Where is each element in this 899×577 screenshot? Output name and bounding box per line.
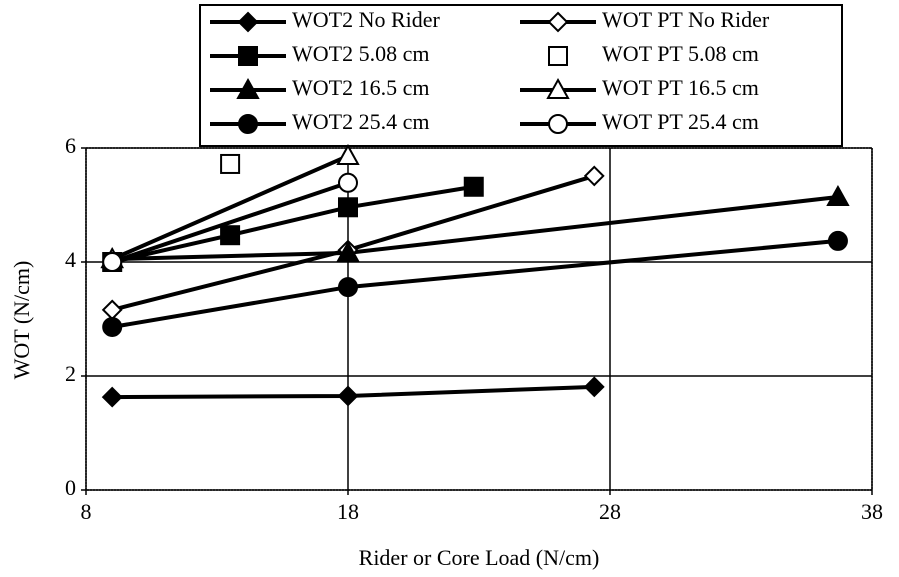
marker [338,277,358,298]
legend-label: WOT PT 25.4 cm [602,109,759,134]
marker [102,252,123,272]
marker [338,172,358,193]
legend-marker [548,114,568,134]
marker [463,176,484,197]
x-tick-label: 8 [81,499,92,524]
series-line [111,184,475,264]
x-tick-label: 38 [861,499,883,524]
legend-label: WOT2 25.4 cm [292,109,429,134]
x-tick-label: 18 [337,499,359,524]
marker [220,225,241,246]
legend-marker [238,114,258,134]
marker [338,197,358,218]
y-tick-label: 0 [65,475,76,500]
marker [337,385,359,407]
marker [583,376,605,398]
marker [336,240,360,262]
marker [336,143,360,165]
legend-label: WOT2 16.5 cm [292,75,429,100]
plot-area [85,147,873,491]
legend-label: WOT PT 16.5 cm [602,75,759,100]
y-tick-label: 2 [65,361,76,386]
series-line [111,180,349,264]
marker [827,230,848,251]
legend-marker [547,11,569,33]
x-tick-label: 28 [599,499,621,524]
marker [101,386,123,408]
y-axis-label: WOT (N/cm) [9,261,34,380]
legend-label: WOT2 5.08 cm [292,41,429,66]
marker [220,153,241,174]
y-tick-label: 4 [65,247,76,272]
legend-label: WOT2 No Rider [292,7,441,32]
series-line [111,154,349,261]
marker [826,184,850,207]
marker [102,316,123,337]
x-axis-label: Rider or Core Load (N/cm) [359,545,600,570]
legend-marker [546,77,570,99]
y-tick-label: 6 [65,133,76,158]
legend-marker [238,46,258,66]
legend-marker [548,46,568,66]
marker [583,165,605,187]
legend-label: WOT PT No Rider [602,7,770,32]
legend-marker [236,77,260,99]
legend-label: WOT PT 5.08 cm [602,41,759,66]
marker [101,299,123,321]
legend-marker [237,11,259,33]
